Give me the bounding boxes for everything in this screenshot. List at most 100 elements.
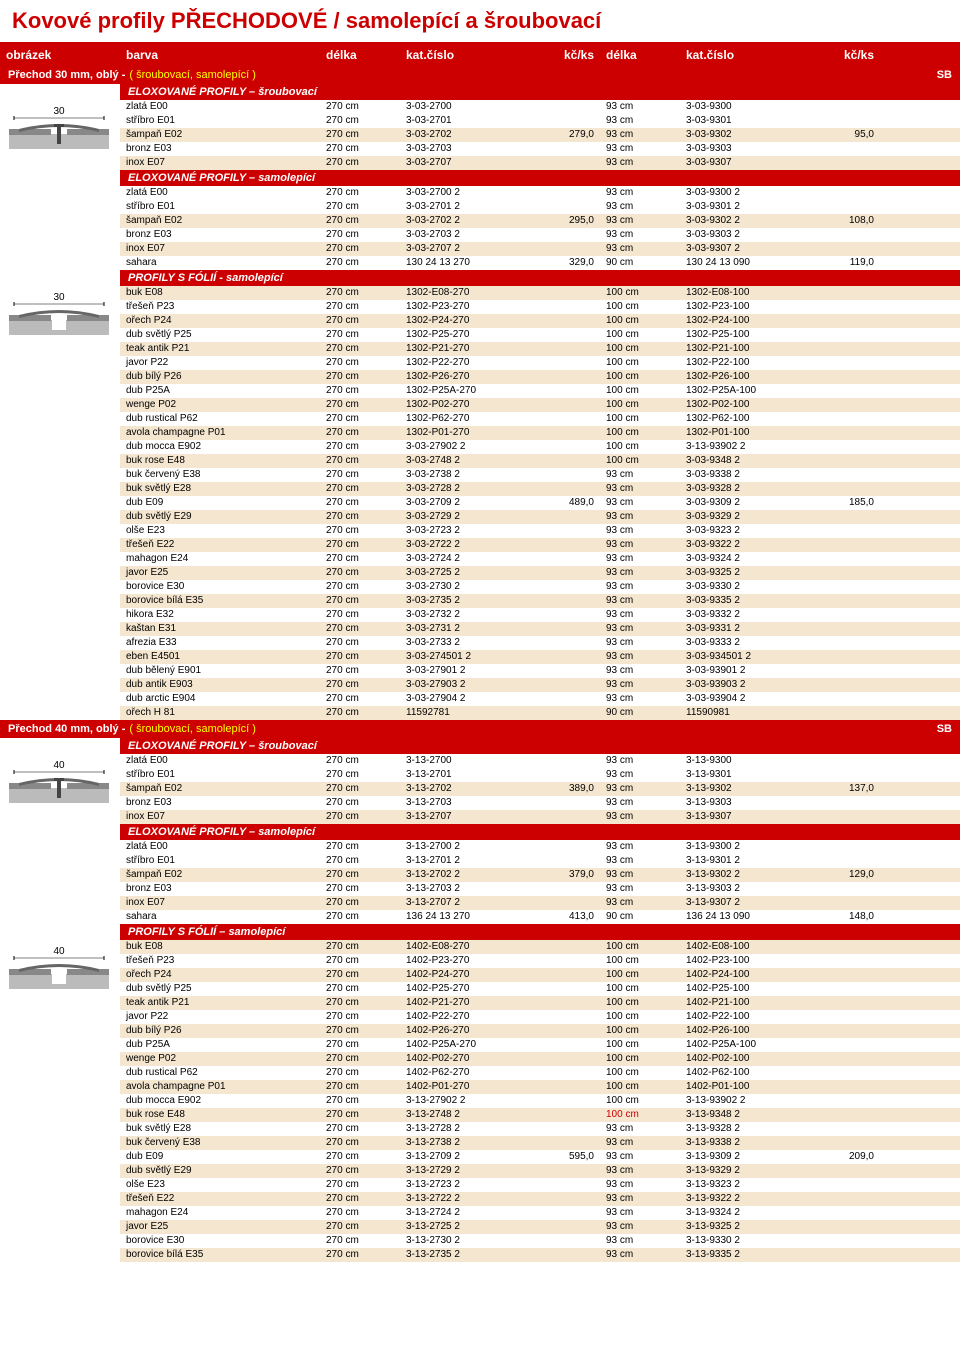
cell-delka2: 100 cm [600,384,680,398]
cell-delka1: 270 cm [320,910,400,924]
cell-price1 [530,300,600,314]
cell-price1 [530,706,600,720]
cell-delka2: 100 cm [600,1038,680,1052]
cell-price1: 413,0 [530,910,600,924]
cell-price1 [530,1192,600,1206]
cell-price1 [530,142,600,156]
table-row: mahagon E24 270 cm 3-13-2724 2 93 cm 3-1… [120,1206,960,1220]
cell-barva: dub bílý P26 [120,1024,320,1038]
table-row: dub P25A 270 cm 1402-P25A-270 100 cm 140… [120,1038,960,1052]
cell-delka2: 93 cm [600,1178,680,1192]
cell-kat2: 3-13-9329 2 [680,1164,810,1178]
cell-kat1: 3-03-27904 2 [400,692,530,706]
cell-kat2: 1302-P01-100 [680,426,810,440]
cell-delka1: 270 cm [320,1122,400,1136]
table-row: buk rose E48 270 cm 3-03-2748 2 100 cm 3… [120,454,960,468]
cell-kat2: 1302-P02-100 [680,398,810,412]
cell-barva: eben E4501 [120,650,320,664]
cell-kat2: 3-03-934501 2 [680,650,810,664]
cell-kat2: 1402-P26-100 [680,1024,810,1038]
cell-price2 [810,650,880,664]
cell-barva: buk rose E48 [120,1108,320,1122]
cell-delka1: 270 cm [320,1234,400,1248]
cell-price1: 595,0 [530,1150,600,1164]
hdr-kc2: kč/ks [810,44,880,66]
group-header: PROFILY S FÓLIÍ – samolepící [120,924,960,940]
cell-delka2: 93 cm [600,186,680,200]
cell-price1 [530,664,600,678]
cell-price2 [810,370,880,384]
table-row: dub P25A 270 cm 1302-P25A-270 100 cm 130… [120,384,960,398]
cell-kat2: 3-03-9300 2 [680,186,810,200]
cell-delka1: 270 cm [320,1052,400,1066]
cell-barva: dub E09 [120,496,320,510]
cell-price2 [810,314,880,328]
svg-text:40: 40 [53,760,65,771]
cell-kat2: 3-13-9301 2 [680,854,810,868]
cell-delka2: 100 cm [600,286,680,300]
cell-barva: dub arctic E904 [120,692,320,706]
cell-kat2: 1302-E08-100 [680,286,810,300]
cell-barva: inox E07 [120,242,320,256]
table-row: stříbro E01 270 cm 3-13-2701 93 cm 3-13-… [120,768,960,782]
cell-price1: 295,0 [530,214,600,228]
table-row: javor P22 270 cm 1302-P22-270 100 cm 130… [120,356,960,370]
cell-delka2: 100 cm [600,440,680,454]
cell-price2 [810,678,880,692]
cell-kat1: 1302-P62-270 [400,412,530,426]
profile-image-cell [0,186,120,270]
cell-price1 [530,566,600,580]
cell-delka2: 100 cm [600,954,680,968]
table-row: mahagon E24 270 cm 3-03-2724 2 93 cm 3-0… [120,552,960,566]
cell-delka2: 100 cm [600,370,680,384]
cell-delka1: 270 cm [320,1178,400,1192]
table-row: teak antik P21 270 cm 1402-P21-270 100 c… [120,996,960,1010]
cell-delka2: 93 cm [600,1122,680,1136]
cell-kat1: 3-03-27903 2 [400,678,530,692]
cell-barva: borovice bílá E35 [120,594,320,608]
cell-delka2: 93 cm [600,200,680,214]
cell-barva: buk E08 [120,940,320,954]
cell-barva: wenge P02 [120,1052,320,1066]
cell-kat1: 3-13-2703 [400,796,530,810]
cell-price1 [530,200,600,214]
table-row: olše E23 270 cm 3-13-2723 2 93 cm 3-13-9… [120,1178,960,1192]
cell-delka2: 90 cm [600,256,680,270]
cell-kat1: 3-03-2748 2 [400,454,530,468]
cell-barva: bronz E03 [120,882,320,896]
cell-delka2: 100 cm [600,1052,680,1066]
cell-kat1: 1402-P24-270 [400,968,530,982]
cell-price2 [810,1164,880,1178]
table-row: dub světlý E29 270 cm 3-13-2729 2 93 cm … [120,1164,960,1178]
table-row: ořech P24 270 cm 1402-P24-270 100 cm 140… [120,968,960,982]
cell-price2 [810,538,880,552]
cell-delka1: 270 cm [320,594,400,608]
cell-price2 [810,1066,880,1080]
cell-kat1: 3-13-2703 2 [400,882,530,896]
cell-kat2: 3-03-9331 2 [680,622,810,636]
cell-kat1: 3-03-2701 [400,114,530,128]
cell-delka2: 100 cm [600,1108,680,1122]
cell-kat1: 3-03-2729 2 [400,510,530,524]
cell-price2: 108,0 [810,214,880,228]
cell-delka1: 270 cm [320,968,400,982]
section-title: Přechod 40 mm, oblý - ( šroubovací, samo… [0,720,960,738]
cell-barva: zlatá E00 [120,840,320,854]
cell-price1 [530,186,600,200]
cell-kat1: 3-13-2722 2 [400,1192,530,1206]
cell-price2 [810,552,880,566]
cell-barva: mahagon E24 [120,1206,320,1220]
table-row: šampaň E02 270 cm 3-03-2702 279,0 93 cm … [120,128,960,142]
table-row: kaštan E31 270 cm 3-03-2731 2 93 cm 3-03… [120,622,960,636]
cell-barva: javor E25 [120,1220,320,1234]
cell-price2: 209,0 [810,1150,880,1164]
cell-kat1: 1302-P25-270 [400,328,530,342]
cell-kat2: 1302-P21-100 [680,342,810,356]
table-row: zlatá E00 270 cm 3-13-2700 93 cm 3-13-93… [120,754,960,768]
cell-price2 [810,384,880,398]
cell-delka1: 270 cm [320,622,400,636]
cell-kat1: 3-03-2707 2 [400,242,530,256]
cell-kat2: 3-03-9325 2 [680,566,810,580]
cell-delka1: 270 cm [320,678,400,692]
cell-delka2: 93 cm [600,496,680,510]
